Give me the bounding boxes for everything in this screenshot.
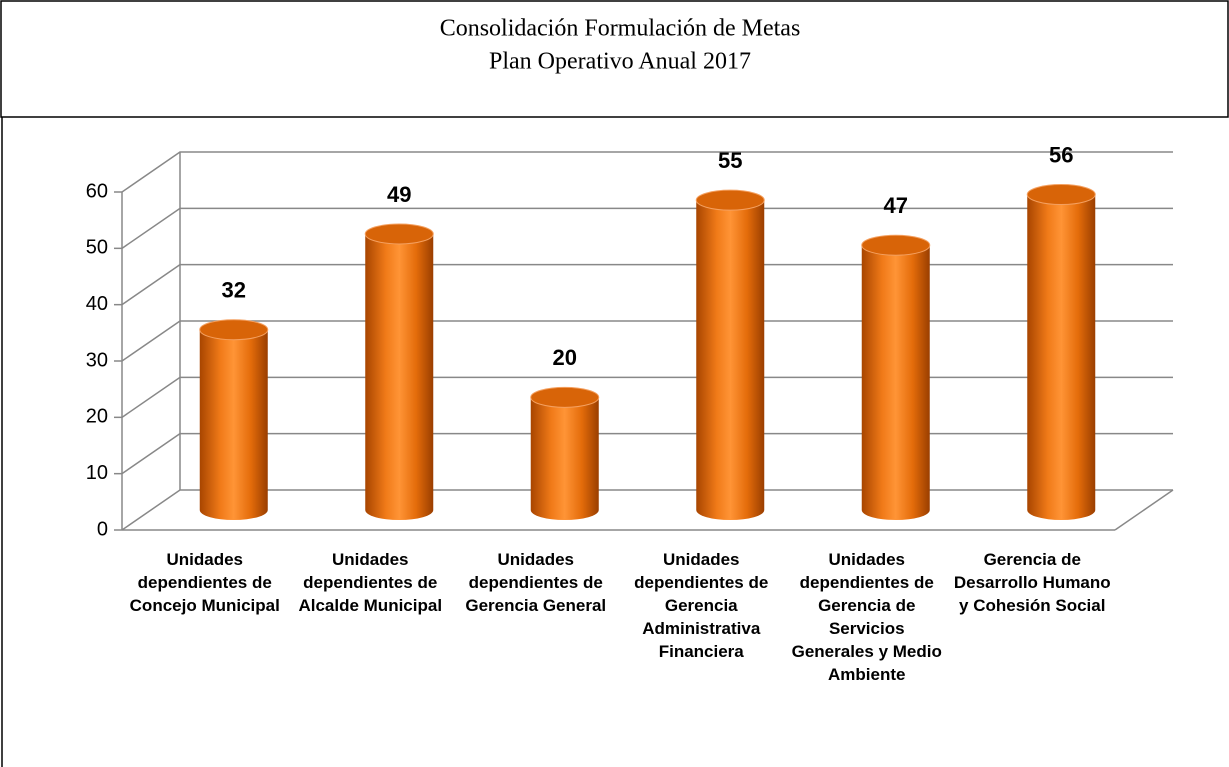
bar-body — [199, 329, 268, 520]
x-tick-label: Unidades dependientes de Gerencia Admini… — [634, 550, 769, 661]
data-label: 55 — [718, 148, 742, 173]
x-tick-label: Unidades dependientes de Alcalde Municip… — [298, 550, 443, 615]
x-tick-label: Gerencia de Desarrollo Humano y Cohesión… — [953, 550, 1111, 615]
y-tick-label: 50 — [86, 237, 108, 259]
data-label: 47 — [884, 193, 908, 218]
bar — [530, 386, 600, 520]
grid-line — [121, 376, 1173, 418]
bar-top — [199, 319, 269, 341]
grid-line — [121, 263, 1173, 306]
chart-title: Consolidación Formulación de Metas — [440, 16, 801, 42]
bar-body — [1027, 194, 1096, 520]
floor-edge — [1114, 489, 1174, 531]
x-tick-label: Unidades dependientes de Concejo Municip… — [129, 550, 280, 615]
data-label: 32 — [222, 278, 246, 303]
bar-top — [364, 223, 434, 245]
grid-line — [121, 489, 1173, 531]
title-box — [0, 0, 1229, 118]
data-label: 20 — [553, 345, 577, 370]
grid-line — [121, 432, 1173, 475]
y-tick-label: 60 — [86, 180, 108, 202]
y-tick-label: 0 — [97, 518, 108, 540]
grid-line — [121, 320, 1173, 362]
grid-line — [121, 151, 1173, 193]
bar-body — [861, 245, 930, 520]
chart-subtitle: Plan Operativo Anual 2017 — [489, 49, 751, 75]
x-tick-label: Unidades dependientes de Gerencia de Ser… — [791, 550, 942, 684]
grid-line — [121, 207, 1173, 249]
y-tick-label: 20 — [86, 406, 108, 428]
bar-top — [695, 189, 765, 211]
data-label: 56 — [1049, 142, 1073, 167]
bar-body — [696, 200, 765, 520]
bar-body — [530, 397, 599, 520]
bar — [1026, 184, 1096, 520]
bar — [364, 223, 434, 520]
x-tick-label: Unidades dependientes de Gerencia Genera… — [465, 550, 607, 615]
data-label: 49 — [387, 182, 411, 207]
bar-top — [861, 234, 931, 256]
y-tick-label: 10 — [86, 462, 108, 484]
bar-body — [365, 233, 434, 520]
bar — [695, 189, 765, 520]
y-tick-label: 30 — [86, 349, 108, 371]
bar-top — [1026, 184, 1096, 206]
y-tick-label: 40 — [86, 293, 108, 315]
bar-top — [530, 386, 600, 408]
bar — [199, 319, 269, 520]
bar — [861, 234, 931, 520]
